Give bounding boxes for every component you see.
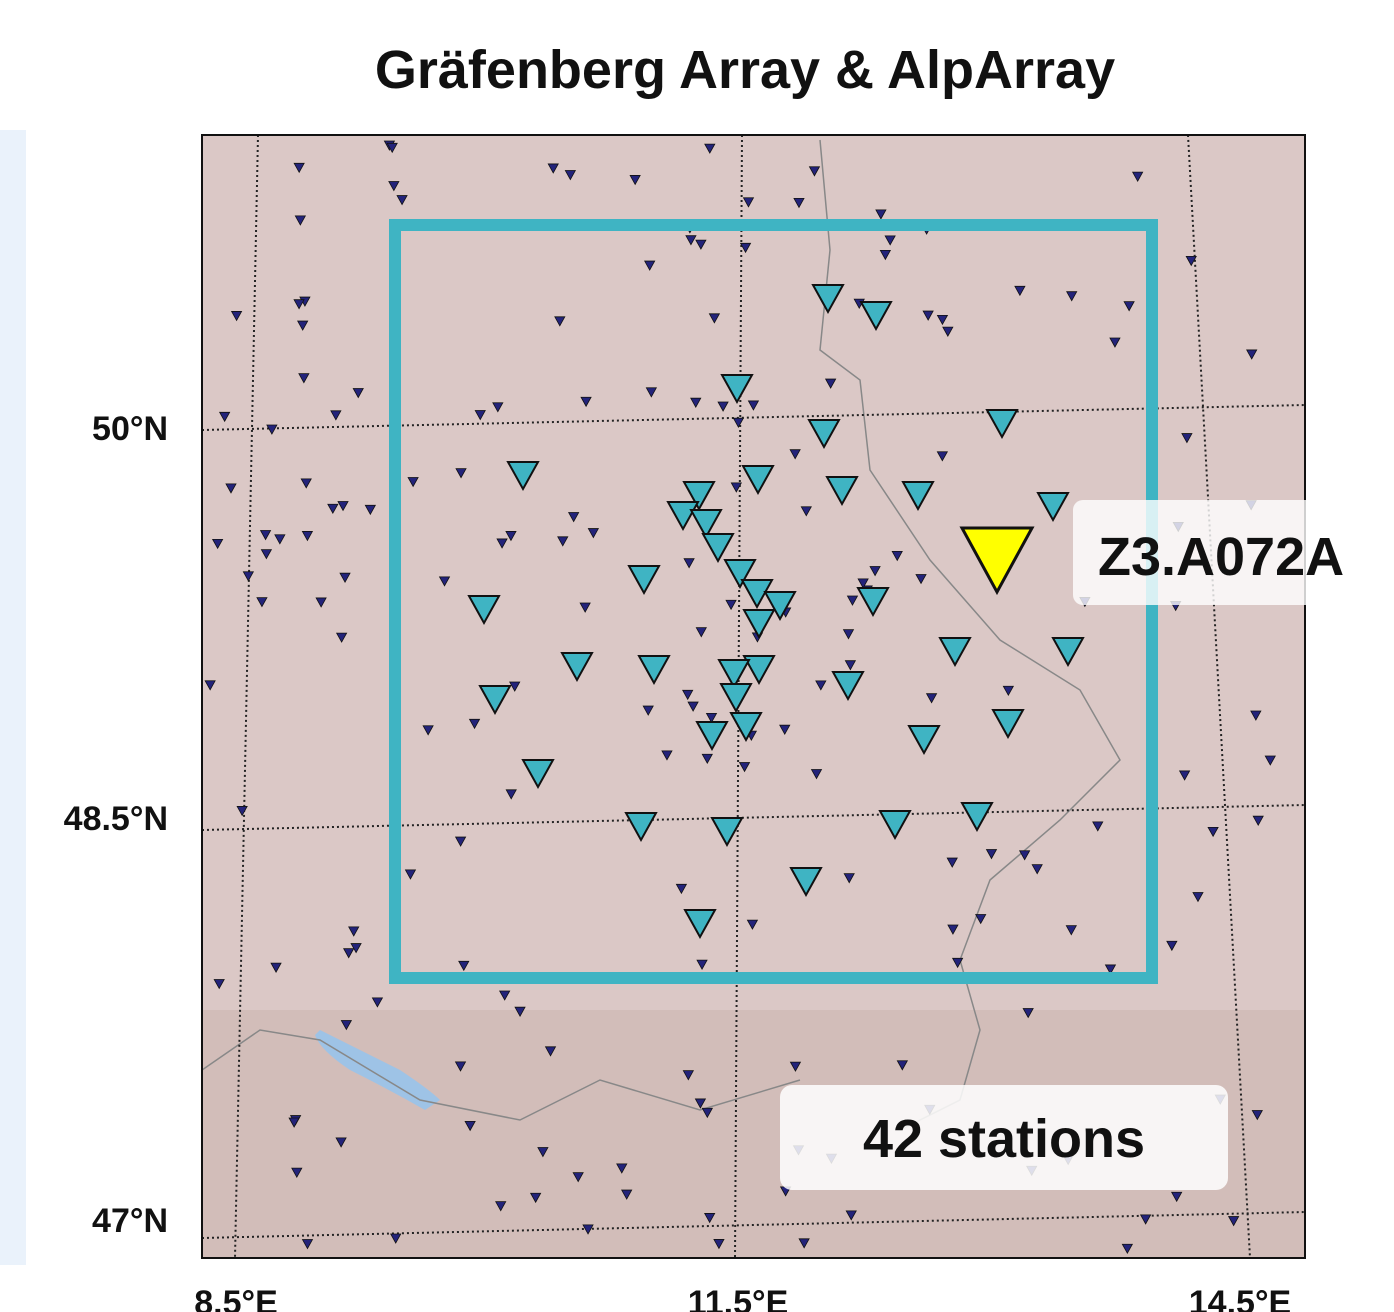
station-count: 42 stations [863,1109,1145,1169]
lat-label: 48.5°N [64,800,168,838]
lon-label: 11.5°E [688,1284,789,1312]
side-panel [0,130,26,1265]
lon-label: 14.5°E [1189,1284,1291,1312]
lat-label: 47°N [92,1202,168,1240]
map-figure: Gräfenberg Array & AlpArray Z3.A072A 42 … [0,0,1394,1312]
lat-label: 50°N [92,410,168,448]
map-title: Gräfenberg Array & AlpArray [375,40,1115,100]
station-label: Z3.A072A [1098,527,1344,587]
lon-label: 8.5°E [194,1284,278,1312]
